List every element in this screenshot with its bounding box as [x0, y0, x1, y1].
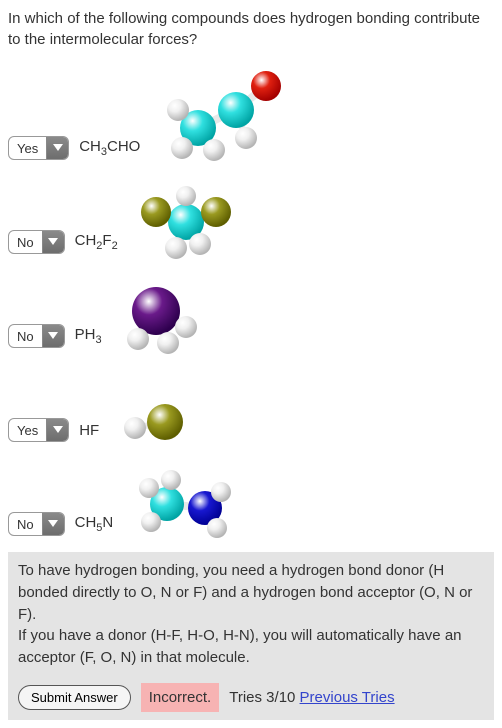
formula-ph3: PH3: [75, 326, 102, 346]
question-text: In which of the following compounds does…: [8, 8, 494, 50]
molecule-ch5n: [121, 456, 251, 546]
chevron-down-icon: [42, 231, 64, 253]
molecule-hf: [107, 392, 197, 452]
formula-ch2f2: CH2F2: [75, 232, 118, 252]
chevron-down-icon: [46, 137, 68, 159]
footer-row: Submit Answer Incorrect. Tries 3/10 Prev…: [8, 677, 494, 720]
molecule-ch3cho: [148, 60, 288, 170]
status-badge: Incorrect.: [141, 683, 220, 712]
formula-hf: HF: [79, 422, 99, 439]
compound-row-ch5n: No CH5N: [8, 456, 494, 546]
answer-select-ch2f2[interactable]: No: [8, 230, 65, 254]
molecule-ch2f2: [126, 174, 246, 264]
compound-row-ch3cho: Yes CH3CHO: [8, 60, 494, 170]
chevron-down-icon: [46, 419, 68, 441]
hint-p2: If you have a donor (H-F, H-O, H-N), you…: [18, 625, 484, 669]
answer-select-ch5n[interactable]: No: [8, 512, 65, 536]
chevron-down-icon: [42, 513, 64, 535]
submit-button[interactable]: Submit Answer: [18, 685, 131, 710]
select-value: Yes: [9, 419, 46, 441]
compound-row-ph3: No PH3: [8, 268, 494, 358]
formula-ch5n: CH5N: [75, 514, 114, 534]
select-value: Yes: [9, 137, 46, 159]
chevron-down-icon: [42, 325, 64, 347]
compound-row-hf: Yes HF: [8, 362, 494, 452]
answer-select-hf[interactable]: Yes: [8, 418, 69, 442]
select-value: No: [9, 325, 42, 347]
formula-ch3cho: CH3CHO: [79, 138, 140, 158]
hint-p1: To have hydrogen bonding, you need a hyd…: [18, 560, 484, 625]
molecule-ph3: [110, 273, 210, 358]
hint-box: To have hydrogen bonding, you need a hyd…: [8, 552, 494, 677]
select-value: No: [9, 231, 42, 253]
answer-select-ch3cho[interactable]: Yes: [8, 136, 69, 160]
compound-row-ch2f2: No CH2F2: [8, 174, 494, 264]
tries-text: Tries 3/10 Previous Tries: [229, 689, 394, 706]
previous-tries-link[interactable]: Previous Tries: [300, 689, 395, 706]
select-value: No: [9, 513, 42, 535]
answer-select-ph3[interactable]: No: [8, 324, 65, 348]
